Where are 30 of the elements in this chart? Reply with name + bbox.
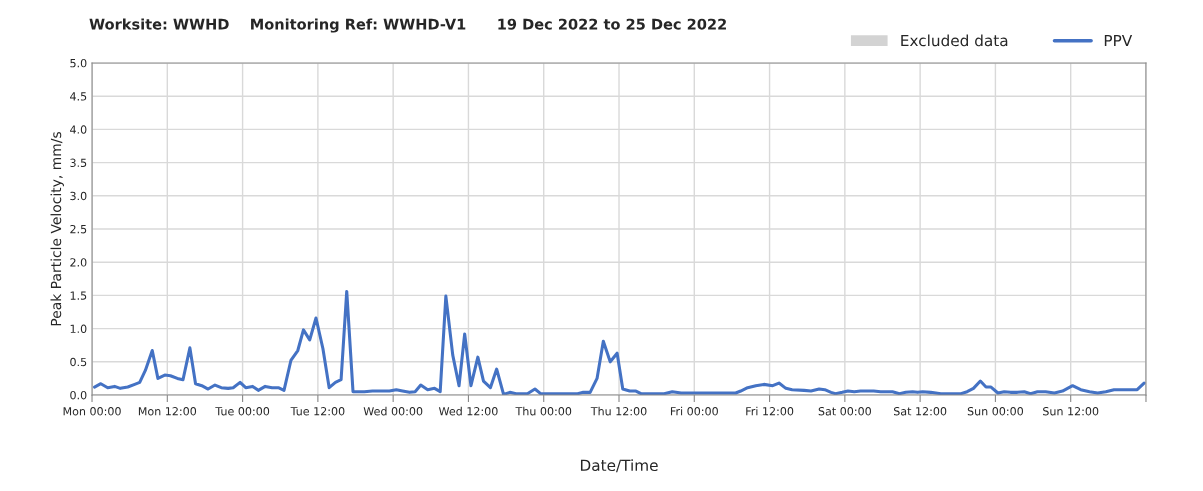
y-tick-label: 4.0: [70, 125, 87, 134]
x-tick-label: Fri 12:00: [746, 406, 794, 416]
y-tick-label: 0.5: [70, 357, 87, 367]
x-tick-label: Thu 12:00: [590, 406, 647, 416]
x-tick-label: Thu 00:00: [515, 406, 572, 416]
chart-title: Worksite: WWHD Monitoring Ref: WWHD-V1 19 Dec 2022 to 25 Dec 2022: [89, 18, 726, 33]
y-axis-title: Peak Particle Velocity, mm/s: [50, 131, 64, 326]
y-tick-label: 2.5: [70, 224, 87, 234]
y-tick-label: 5.0: [70, 58, 87, 68]
legend-label: Excluded data: [901, 34, 1008, 47]
y-tick-label: 2.0: [70, 258, 87, 267]
y-tick-label: 1.0: [70, 324, 87, 333]
x-tick-label: Fri 00:00: [670, 406, 718, 416]
x-tick-label: Wed 12:00: [438, 406, 498, 416]
x-tick-label: Mon 12:00: [138, 407, 197, 416]
x-tick-label: Wed 00:00: [363, 406, 423, 416]
x-tick-label: Tue 00:00: [215, 407, 270, 416]
y-tick-label: 4.5: [70, 92, 87, 101]
x-tick-label: Sun 12:00: [1043, 407, 1099, 416]
y-tick-label: 3.5: [70, 158, 87, 167]
y-tick-label: 1.5: [70, 291, 87, 300]
legend-label: PPV: [1104, 34, 1133, 47]
x-tick-label: Sat 00:00: [818, 407, 871, 416]
x-tick-label: Mon 00:00: [63, 407, 121, 416]
x-tick-label: Sat 12:00: [893, 407, 947, 416]
y-tick-label: 0.0: [70, 390, 87, 400]
x-tick-label: Sun 00:00: [967, 407, 1024, 416]
y-tick-label: 3.0: [70, 191, 87, 201]
x-axis-title: Date/Time: [580, 459, 658, 473]
x-tick-label: Tue 12:00: [290, 407, 345, 416]
